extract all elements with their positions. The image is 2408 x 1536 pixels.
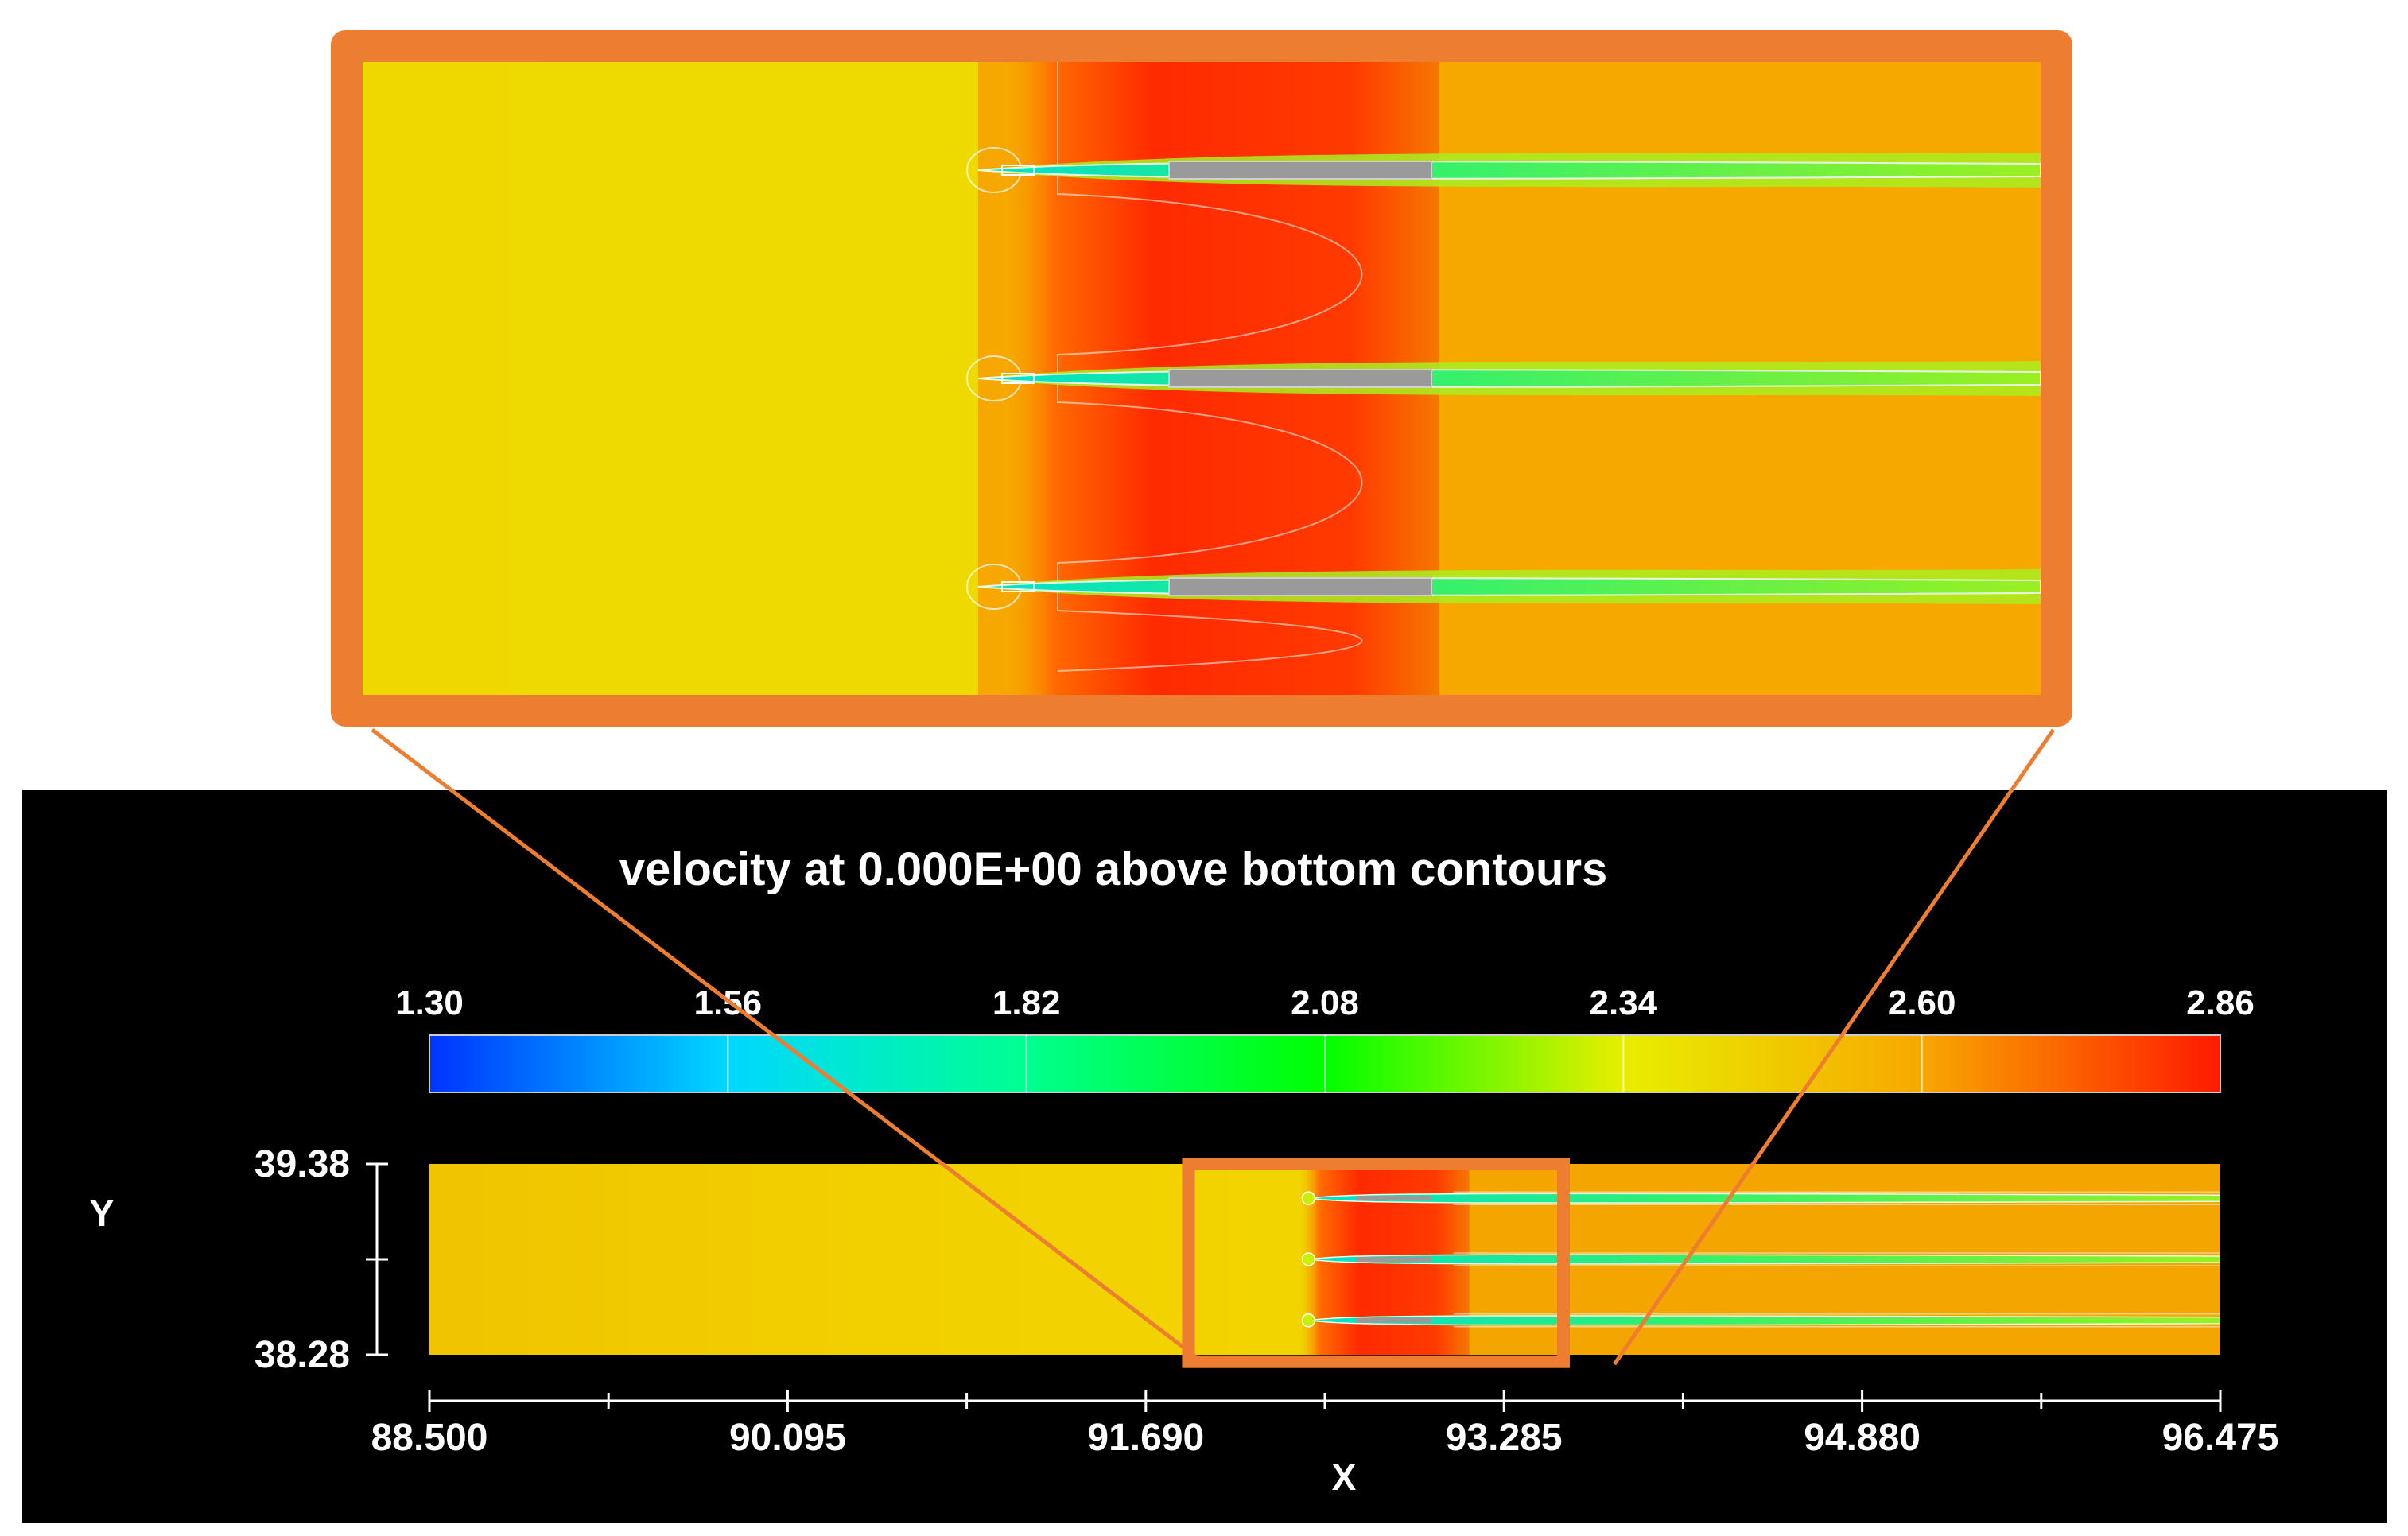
colorbar-tick-label: 2.86 [2186,983,2255,1022]
zoom-wake-streak [977,369,2041,388]
zoom-inset-content [363,62,2041,695]
structure-bar [1356,1257,1432,1262]
x-tick-label: 96.475 [2162,1417,2279,1459]
zoom-contour-boundary [1057,62,1363,672]
x-tick-label: 93.285 [1446,1417,1563,1459]
zoom-structure-head [1001,581,1035,592]
colorbar-tick-label: 1.82 [992,983,1061,1022]
colorbar-tick-label: 2.60 [1888,983,1956,1022]
x-tick-label: 91.690 [1087,1417,1204,1459]
bow-contour [1301,1313,1316,1328]
structure-bar [1356,1196,1432,1201]
zoom-structure-bar [1168,577,1432,596]
chart-title: velocity at 0.000E+00 above bottom conto… [619,844,1608,895]
x-tick-label: 88.500 [371,1417,488,1459]
zoom-wake-streak [977,577,2041,596]
wake-streak [1310,1254,2220,1265]
bow-contour [1301,1252,1316,1266]
zoom-inset [331,30,2072,727]
zoom-region-rectangle [1182,1158,1571,1368]
callout-line-right [1612,728,2056,1366]
zoom-structure-bar [1168,369,1432,388]
callout-line-left [371,728,1207,1366]
axes: 88.500 90.095 91.690 93.285 94.880 96.475 39.3… [254,1143,2279,1459]
x-tick-label: 94.880 [1804,1417,1921,1459]
y-tick-label: 39.38 [254,1143,350,1185]
chart-panel [22,790,2387,1523]
zoom-structure-bar [1168,161,1432,180]
colorbar-tick-label: 2.34 [1590,983,1658,1022]
wake-streak [1310,1193,2220,1204]
zoom-structure-head [1001,373,1035,384]
colorbar-tick-label: 2.08 [1291,983,1359,1022]
main-contour-plot [429,1164,2220,1355]
main-plot-content [1300,1164,2220,1355]
y-tick-label: 38.28 [254,1334,350,1376]
zoom-structure-head [1001,165,1035,176]
bow-contour [1301,1191,1316,1205]
structure-bar [1356,1317,1432,1323]
wake-streak [1310,1315,2220,1326]
zoom-wake-streak [977,161,2041,180]
x-axis-label: X [1332,1456,1357,1498]
y-axis-label: Y [90,1193,115,1234]
colorbar-tick-label: 1.30 [395,983,464,1022]
x-tick-label: 90.095 [729,1417,846,1459]
